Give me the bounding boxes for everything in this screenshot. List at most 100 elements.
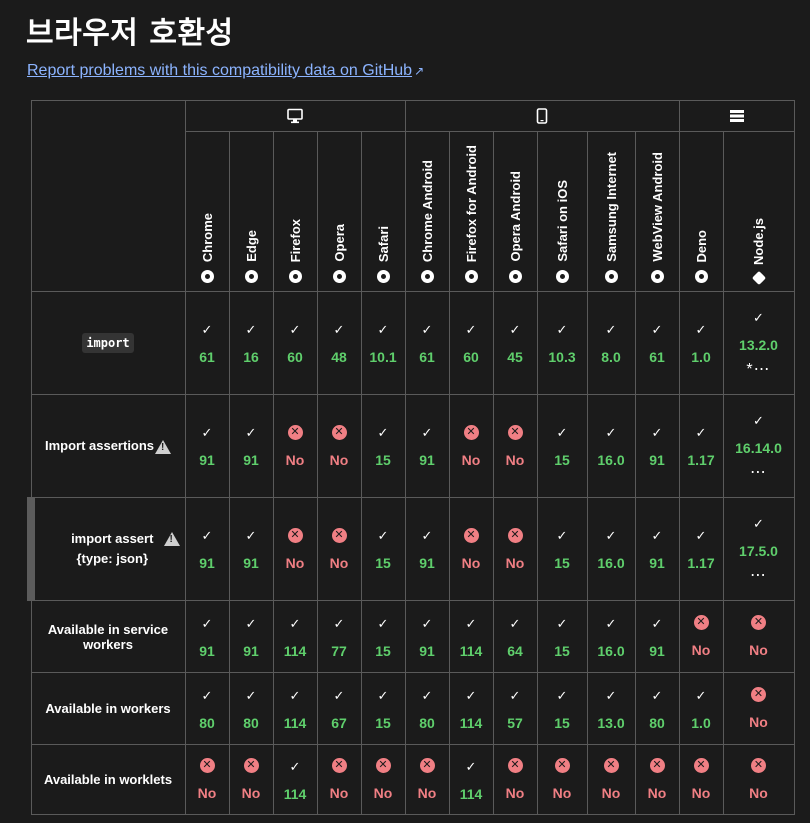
- support-cell[interactable]: ✕ No: [316, 497, 362, 601]
- support-cell[interactable]: ✕ No: [492, 394, 538, 498]
- support-cell[interactable]: ✓ 114: [272, 600, 318, 673]
- support-cell[interactable]: ✓ 15: [360, 600, 406, 673]
- support-cell[interactable]: ✕ No: [448, 394, 494, 498]
- support-cell[interactable]: ✕ No: [678, 600, 724, 673]
- support-cell[interactable]: ✓ 1.17: [678, 497, 724, 601]
- support-cell[interactable]: ✕ No: [492, 744, 538, 815]
- support-cell[interactable]: ✓ 80: [634, 672, 680, 745]
- support-cell[interactable]: ✓ 91: [404, 394, 450, 498]
- support-cell[interactable]: ✓ 1.0: [678, 291, 724, 395]
- support-cell[interactable]: ✕ No: [272, 394, 318, 498]
- feature-row: Available in workers ✓ 80 ✓ 80 ✓ 114 ✓ 67 ✓ 15 ✓ 80 ✓…: [30, 672, 795, 745]
- cross-icon: ✕: [463, 424, 479, 440]
- support-cell[interactable]: ✓ 91: [184, 600, 230, 673]
- support-cell[interactable]: ✓ 60: [448, 291, 494, 395]
- support-cell[interactable]: ✓ 91: [634, 600, 680, 673]
- support-cell[interactable]: ✓ 1.0: [678, 672, 724, 745]
- support-cell[interactable]: ✓ 91: [228, 600, 274, 673]
- warning-icon[interactable]: [163, 532, 180, 546]
- support-cell[interactable]: ✓ 10.1: [360, 291, 406, 395]
- support-cell[interactable]: ✓ 91: [404, 600, 450, 673]
- browser-header: Node.js: [722, 131, 795, 292]
- support-cell[interactable]: ✕ No: [272, 497, 318, 601]
- support-cell[interactable]: ✕ No: [586, 744, 636, 815]
- more-notes-icon[interactable]: ⋯: [750, 567, 767, 584]
- support-cell[interactable]: ✕ No: [448, 497, 494, 601]
- support-cell[interactable]: ✓ 16.0: [586, 497, 636, 601]
- support-cell[interactable]: ✓ 77: [316, 600, 362, 673]
- version-label: 8.0: [601, 349, 621, 365]
- support-cell[interactable]: ✕ No: [228, 744, 274, 815]
- support-cell[interactable]: ✕ No: [722, 744, 795, 815]
- support-cell[interactable]: ✓ 91: [634, 394, 680, 498]
- browser-header: Chrome: [184, 131, 230, 292]
- support-cell[interactable]: ✓ 80: [184, 672, 230, 745]
- support-cell[interactable]: ✓ 8.0: [586, 291, 636, 395]
- support-cell[interactable]: ✓ 13.2.0 *⋯: [722, 291, 795, 395]
- support-cell[interactable]: ✓ 16.0: [586, 394, 636, 498]
- support-cell[interactable]: ✓ 13.0: [586, 672, 636, 745]
- feature-name: Import assertions: [30, 394, 186, 498]
- support-cell[interactable]: ✓ 114: [272, 744, 318, 815]
- support-cell[interactable]: ✓ 114: [448, 600, 494, 673]
- support-cell[interactable]: ✓ 1.17: [678, 394, 724, 498]
- check-icon: ✓: [605, 687, 617, 703]
- support-cell[interactable]: ✓ 10.3: [536, 291, 588, 395]
- support-cell[interactable]: ✓ 15: [536, 497, 588, 601]
- support-cell[interactable]: ✓ 61: [634, 291, 680, 395]
- support-cell[interactable]: ✓ 15: [360, 672, 406, 745]
- support-cell[interactable]: ✕ No: [404, 744, 450, 815]
- more-notes-icon[interactable]: *⋯: [746, 361, 771, 378]
- support-cell[interactable]: ✓ 80: [228, 672, 274, 745]
- browser-name: Firefox for Android: [463, 144, 479, 262]
- version-label: 17.5.0: [739, 543, 778, 559]
- support-cell[interactable]: ✕ No: [360, 744, 406, 815]
- support-cell[interactable]: ✕ No: [316, 744, 362, 815]
- support-cell[interactable]: ✓ 60: [272, 291, 318, 395]
- support-cell[interactable]: ✓ 61: [184, 291, 230, 395]
- support-cell[interactable]: ✓ 91: [184, 394, 230, 498]
- support-cell[interactable]: ✓ 91: [184, 497, 230, 601]
- support-cell[interactable]: ✓ 91: [228, 394, 274, 498]
- support-cell[interactable]: ✓ 15: [360, 394, 406, 498]
- firefox-icon: [288, 270, 302, 283]
- check-icon: ✓: [201, 615, 213, 631]
- support-cell[interactable]: ✓ 57: [492, 672, 538, 745]
- support-cell[interactable]: ✓ 91: [228, 497, 274, 601]
- support-cell[interactable]: ✓ 15: [536, 394, 588, 498]
- support-cell[interactable]: ✕ No: [316, 394, 362, 498]
- support-cell[interactable]: ✓ 114: [448, 744, 494, 815]
- support-cell[interactable]: ✓ 48: [316, 291, 362, 395]
- report-problems-link[interactable]: Report problems with this compatibility …: [27, 62, 424, 80]
- check-icon: ✓: [465, 615, 477, 631]
- support-cell[interactable]: ✕ No: [492, 497, 538, 601]
- support-cell[interactable]: ✓ 16.14.0 ⋯: [722, 394, 795, 498]
- more-notes-icon[interactable]: ⋯: [750, 464, 767, 481]
- support-cell[interactable]: ✓ 15: [536, 600, 588, 673]
- support-cell[interactable]: ✓ 15: [536, 672, 588, 745]
- support-cell[interactable]: ✓ 64: [492, 600, 538, 673]
- support-cell[interactable]: ✓ 61: [404, 291, 450, 395]
- support-cell[interactable]: ✕ No: [184, 744, 230, 815]
- support-cell[interactable]: ✕ No: [722, 600, 795, 673]
- version-label: 114: [459, 785, 483, 802]
- support-cell[interactable]: ✕ No: [634, 744, 680, 815]
- support-cell[interactable]: ✓ 16.0: [586, 600, 636, 673]
- support-cell[interactable]: ✕ No: [722, 672, 795, 745]
- support-cell[interactable]: ✕ No: [678, 744, 724, 815]
- feature-name: import: [30, 291, 186, 395]
- support-cell[interactable]: ✓ 91: [404, 497, 450, 601]
- feature-label[interactable]: import: [82, 333, 134, 353]
- warning-icon[interactable]: [155, 439, 172, 454]
- support-cell[interactable]: ✓ 17.5.0 ⋯: [722, 497, 795, 601]
- support-cell[interactable]: ✓ 114: [272, 672, 318, 745]
- support-cell[interactable]: ✓ 15: [360, 497, 406, 601]
- support-cell[interactable]: ✓ 114: [448, 672, 494, 745]
- support-cell[interactable]: ✓ 45: [492, 291, 538, 395]
- support-cell[interactable]: ✓ 67: [316, 672, 362, 745]
- support-cell[interactable]: ✓ 80: [404, 672, 450, 745]
- support-cell[interactable]: ✓ 91: [634, 497, 680, 601]
- version-label: 60: [287, 349, 303, 365]
- support-cell[interactable]: ✓ 16: [228, 291, 274, 395]
- support-cell[interactable]: ✕ No: [536, 744, 588, 815]
